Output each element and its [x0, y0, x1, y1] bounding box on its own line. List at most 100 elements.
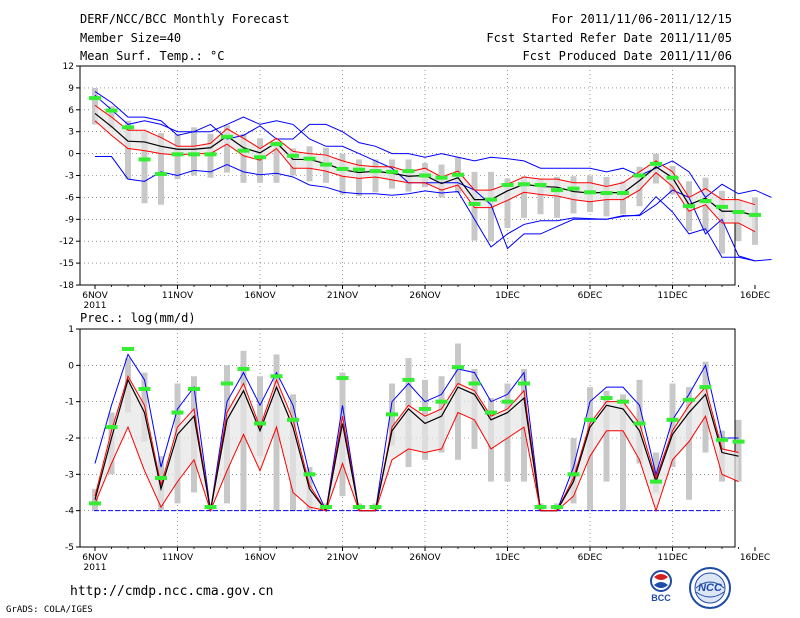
temperature-panel: 12 9 6 3 0 -3 -6 -9 -12 -15 -18 6NOV 11NOV 16NOV 21NOV… [59, 62, 772, 311]
observed-mark-1-14 [320, 505, 332, 510]
observed-mark-1-26 [518, 381, 530, 386]
observed-mark-0-37 [699, 199, 712, 204]
spread-box-1-35 [669, 383, 676, 468]
observed-mark-0-15 [336, 166, 349, 171]
observed-mark-1-31 [600, 396, 613, 401]
ncc-logo: NCC [688, 566, 732, 610]
observed-mark-0-18 [386, 169, 398, 174]
x-tick-label-1-2: 16NOV [244, 553, 276, 563]
observed-mark-1-22 [452, 365, 464, 370]
observed-mark-0-3 [138, 157, 151, 162]
y-tick-label-1-0: 1 [68, 325, 74, 335]
observed-mark-1-6 [188, 386, 200, 391]
x-tick-label-1-7: 11DEC [657, 553, 687, 563]
series-upper-0 [94, 91, 772, 199]
spread-box-0-5 [174, 133, 181, 180]
observed-mark-1-20 [419, 406, 431, 411]
observed-mark-0-16 [353, 167, 365, 172]
y-tick-label-0-2: 6 [68, 106, 74, 116]
x-tick-label-0-1: 11NOV [162, 291, 194, 301]
observed-mark-0-24 [485, 197, 497, 202]
bcc-logo-icon [650, 570, 672, 592]
observed-mark-0-38 [716, 204, 728, 209]
spread-box-0-8 [224, 125, 230, 173]
observed-mark-1-29 [567, 472, 580, 477]
spread-box-1-11 [273, 354, 280, 511]
x-tick-label-0-5: 1DEC [495, 291, 520, 301]
observed-mark-1-34 [650, 479, 662, 484]
observed-mark-0-5 [171, 152, 184, 157]
series-mean-1 [94, 378, 739, 513]
y-tick-label-0-8: -12 [59, 237, 74, 247]
y-tick-label-0-1: 9 [68, 84, 74, 94]
observed-mark-1-4 [155, 475, 167, 480]
y-tick-label-0-10: -18 [59, 281, 74, 291]
observed-mark-0-10 [254, 155, 266, 160]
observed-mark-1-36 [683, 397, 695, 402]
y-tick-label-1-5: -4 [65, 507, 74, 517]
y-tick-label-1-1: 0 [68, 361, 74, 371]
x-tick-label-0-3: 21NOV [327, 291, 359, 301]
series-lower-0 [95, 156, 756, 262]
observed-mark-0-28 [551, 188, 563, 193]
observed-mark-0-22 [452, 172, 464, 177]
observed-mark-0-14 [320, 162, 332, 167]
x-tick-label-0-7: 11DEC [657, 291, 687, 301]
series-upper-1 [94, 353, 739, 513]
spread-box-1-39 [735, 419, 742, 482]
y-tick-label-1-6: -5 [65, 543, 74, 553]
observed-mark-0-20 [419, 173, 431, 178]
x-year-label-1: 2011 [84, 563, 107, 573]
y-tick-label-0-5: -3 [65, 172, 74, 182]
observed-mark-1-25 [501, 399, 514, 404]
x-tick-label-1-5: 1DEC [495, 553, 520, 563]
observed-mark-1-35 [666, 417, 679, 422]
observed-mark-0-7 [204, 152, 217, 157]
series-hi_red-0 [94, 105, 756, 206]
observed-mark-0-36 [683, 204, 695, 209]
precip-panel-label: Prec.: log(mm/d) [80, 311, 196, 325]
observed-mark-1-18 [386, 412, 398, 417]
ncc-logo-icon [689, 567, 731, 609]
observed-mark-0-9 [237, 148, 250, 153]
spread-box-1-10 [257, 376, 263, 457]
y-tick-label-0-6: -6 [65, 193, 74, 203]
y-tick-label-1-2: -1 [65, 398, 74, 408]
observed-mark-0-12 [287, 153, 299, 158]
spread-box-0-9 [240, 133, 247, 183]
observed-mark-0-34 [650, 161, 662, 166]
observed-mark-0-17 [369, 169, 382, 174]
forecast-produced: Fcst Produced Date 2011/11/06 [522, 49, 732, 63]
x-tick-label-1-8: 16DEC [740, 553, 770, 563]
spread-box-0-11 [273, 141, 280, 183]
x-tick-label-0-4: 26NOV [409, 291, 441, 301]
observed-mark-1-8 [221, 381, 233, 386]
observed-mark-0-25 [501, 182, 514, 187]
x-tick-label-1-3: 21NOV [327, 553, 359, 563]
spread-box-0-26 [521, 176, 527, 218]
observed-mark-1-17 [369, 505, 382, 510]
observed-mark-1-7 [204, 505, 217, 510]
spread-box-1-29 [570, 438, 577, 504]
spread-box-0-3 [141, 131, 148, 204]
y-tick-label-0-0: 12 [63, 62, 74, 72]
source-url[interactable]: http://cmdp.ncc.cma.gov.cn [70, 584, 274, 599]
bcc-logo-text: BCC [651, 593, 671, 603]
y-tick-label-1-3: -2 [65, 434, 74, 444]
observed-mark-1-2 [122, 346, 134, 351]
observed-mark-1-28 [551, 505, 563, 510]
variable-label: Mean Surf. Temp.: °C [80, 49, 225, 63]
observed-mark-1-27 [534, 505, 547, 510]
observed-mark-0-39 [732, 210, 745, 214]
spread-box-0-25 [504, 178, 511, 229]
member-size: Member Size=40 [80, 31, 182, 45]
range-band-1 [95, 376, 739, 511]
series-max-0 [94, 94, 772, 262]
spread-box-0-28 [554, 176, 560, 218]
x-tick-label-1-1: 11NOV [162, 553, 194, 563]
observed-mark-0-2 [122, 125, 134, 130]
observed-mark-0-11 [270, 142, 283, 147]
observed-mark-0-29 [567, 186, 580, 191]
observed-mark-1-33 [633, 421, 646, 426]
